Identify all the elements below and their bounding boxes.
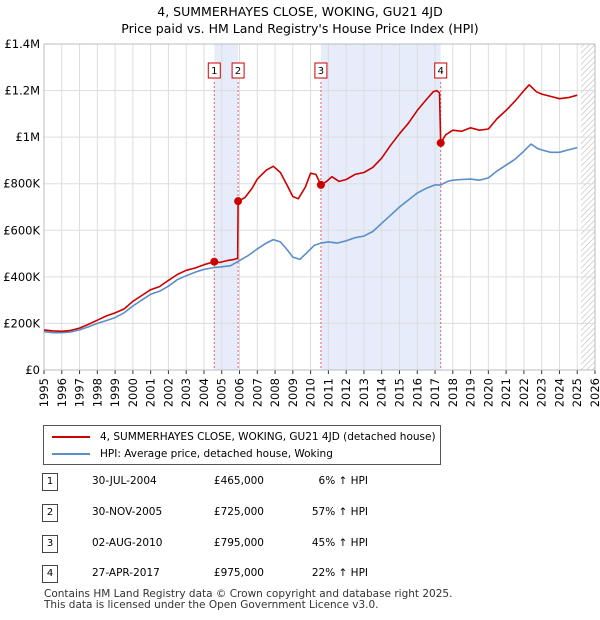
sale-point xyxy=(210,257,219,266)
x-tick-label: 2006 xyxy=(233,378,247,407)
y-tick-label: £800K xyxy=(3,177,40,191)
x-tick-label: 2009 xyxy=(286,378,300,407)
x-tick-label: 2021 xyxy=(499,378,513,407)
x-tick-label: 2008 xyxy=(268,378,282,407)
sale-label-box xyxy=(231,62,245,79)
legend-swatch-property xyxy=(52,436,90,438)
footer-attribution: Contains HM Land Registry data © Crown c… xyxy=(44,589,452,611)
x-tick-label: 2017 xyxy=(428,378,442,407)
chart-legend: 4, SUMMERHAYES CLOSE, WOKING, GU21 4JD (… xyxy=(43,425,441,465)
sale-hpi-change: 45% ↑ HPI xyxy=(311,537,368,549)
footer-line-2: This data is licensed under the Open Gov… xyxy=(44,599,379,611)
x-tick-label: 1999 xyxy=(108,378,122,407)
sale-hpi-change: 22% ↑ HPI xyxy=(311,567,368,579)
y-tick-label: £1.2M xyxy=(4,84,40,98)
sale-number-badge: 3 xyxy=(42,535,58,553)
sale-hpi-change: 6% ↑ HPI xyxy=(318,475,368,487)
x-tick-label: 2007 xyxy=(250,378,264,407)
legend-item-hpi: HPI: Average price, detached house, Woki… xyxy=(52,446,333,462)
sale-label-number: 1 xyxy=(211,66,217,77)
x-tick-label: 2010 xyxy=(304,378,318,407)
x-tick-label: 1995 xyxy=(37,378,51,407)
sale-label-box xyxy=(207,62,221,79)
plot-border xyxy=(43,43,596,371)
x-tick-label: 2024 xyxy=(552,378,566,407)
sale-date: 02-AUG-2010 xyxy=(92,537,163,549)
sale-label-number: 2 xyxy=(235,66,241,77)
x-tick-label: 2002 xyxy=(161,378,175,407)
sale-price: £975,000 xyxy=(213,567,264,579)
sale-date: 30-NOV-2005 xyxy=(92,506,163,518)
x-tick-label: 2000 xyxy=(126,378,140,407)
series-line-property xyxy=(43,84,578,333)
sale-label-box xyxy=(434,62,448,79)
table-row: 2 30-NOV-2005 £725,000 57% ↑ HPI xyxy=(42,504,402,522)
sale-number-badge: 4 xyxy=(42,565,58,583)
plot-area xyxy=(44,44,595,370)
y-tick-label: £200K xyxy=(3,316,40,330)
sale-label-box xyxy=(314,62,328,79)
x-tick-label: 2019 xyxy=(464,378,478,407)
x-tick-label: 2015 xyxy=(392,378,406,407)
sale-date: 27-APR-2017 xyxy=(92,567,160,579)
footer-line-1: Contains HM Land Registry data © Crown c… xyxy=(44,588,453,600)
legend-item-property: 4, SUMMERHAYES CLOSE, WOKING, GU21 4JD (… xyxy=(52,429,436,445)
sale-point xyxy=(436,138,445,147)
sale-period-shade xyxy=(214,44,239,370)
sale-point xyxy=(316,180,325,189)
price-chart: £0 £200K £400K £600K £800K £1M £1.2M £1.4M 1995 1… xyxy=(3,37,600,407)
forecast-hatch xyxy=(580,44,595,370)
x-tick-label: 2014 xyxy=(375,378,389,407)
sale-price: £465,000 xyxy=(213,475,264,487)
series-line-hpi xyxy=(43,143,578,334)
chart-title: 4, SUMMERHAYES CLOSE, WOKING, GU21 4JD xyxy=(157,4,443,19)
sale-period-shade xyxy=(320,44,441,370)
y-tick-label: £600K xyxy=(3,223,40,237)
sale-price: £795,000 xyxy=(213,537,264,549)
sale-date: 30-JUL-2004 xyxy=(92,475,157,487)
chart-subtitle: Price paid vs. HM Land Registry's House … xyxy=(121,21,479,36)
x-tick-label: 2005 xyxy=(215,378,229,407)
legend-swatch-hpi xyxy=(52,453,90,455)
x-tick-label: 1996 xyxy=(55,378,69,407)
y-tick-label: £400K xyxy=(3,270,40,284)
sale-number-badge: 1 xyxy=(42,473,58,491)
x-tick-label: 1998 xyxy=(90,378,104,407)
sale-label-number: 3 xyxy=(318,66,324,77)
y-tick-label: £1.4M xyxy=(4,37,40,51)
y-tick-label: £0 xyxy=(25,363,40,377)
x-tick-label: 2026 xyxy=(588,378,600,407)
table-row: 1 30-JUL-2004 £465,000 6% ↑ HPI xyxy=(42,473,402,491)
x-tick-label: 2003 xyxy=(179,378,193,407)
x-tick-label: 2022 xyxy=(517,378,531,407)
x-tick-label: 2013 xyxy=(357,378,371,407)
sale-number-badge: 2 xyxy=(42,504,58,522)
x-tick-label: 2012 xyxy=(339,378,353,407)
table-row: 3 02-AUG-2010 £795,000 45% ↑ HPI xyxy=(42,535,402,553)
legend-label-property: 4, SUMMERHAYES CLOSE, WOKING, GU21 4JD (… xyxy=(100,431,436,443)
x-tick-label: 1997 xyxy=(73,378,87,407)
x-tick-label: 2023 xyxy=(535,378,549,407)
x-tick-label: 2001 xyxy=(144,378,158,407)
sale-point xyxy=(234,197,243,206)
sale-hpi-change: 57% ↑ HPI xyxy=(311,506,368,518)
x-tick-label: 2011 xyxy=(321,378,335,407)
y-tick-label: £1M xyxy=(15,130,40,144)
x-tick-label: 2004 xyxy=(197,378,211,407)
x-tick-label: 2025 xyxy=(570,378,584,407)
sale-label-number: 4 xyxy=(438,66,444,77)
legend-label-hpi: HPI: Average price, detached house, Woki… xyxy=(100,448,333,460)
sale-price: £725,000 xyxy=(213,506,264,518)
x-tick-label: 2016 xyxy=(410,378,424,407)
x-tick-label: 2018 xyxy=(446,378,460,407)
x-tick-label: 2020 xyxy=(481,378,495,407)
table-row: 4 27-APR-2017 £975,000 22% ↑ HPI xyxy=(42,565,402,583)
